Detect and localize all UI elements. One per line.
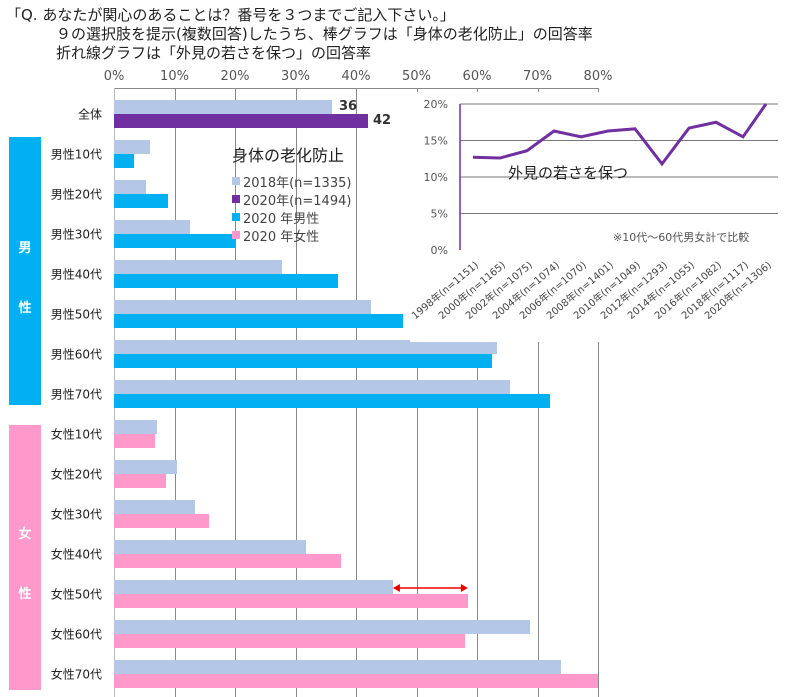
bar-女性50代-0 [114, 580, 393, 594]
bar-男性20代-0 [114, 180, 147, 194]
y-tick-label: 20% [424, 98, 448, 111]
x-tick-label: 60% [462, 69, 492, 84]
line-chart-note: ※10代～60代男女計で比較 [613, 231, 750, 244]
bar-男性20代-2 [114, 194, 168, 208]
bar-女性70代-3 [114, 674, 598, 688]
x-tick-label: 50% [402, 69, 431, 84]
legend-swatch [232, 231, 240, 239]
bar-chart-title: 身体の老化防止 [232, 146, 345, 165]
category-label: 男性10代 [50, 147, 102, 162]
bar-女性40代-0 [114, 540, 306, 554]
category-label: 女性20代 [50, 467, 102, 482]
female-band-label: 女 [18, 527, 32, 542]
legend-item: 2018年(n=1335) [232, 172, 352, 191]
category-label: 女性10代 [50, 427, 102, 442]
bar-女性30代-0 [114, 500, 196, 514]
male-group-band: 男 性 [9, 137, 41, 405]
bar-女性60代-3 [114, 634, 465, 648]
x-tick-label: 30% [281, 69, 310, 84]
category-label: 男性20代 [50, 187, 102, 202]
x-tick-label: 40% [341, 69, 371, 84]
x-tick-label: 10% [160, 69, 189, 84]
bar-全体-0 [114, 100, 332, 114]
x-tick-label: 0% [103, 69, 125, 84]
category-label: 男性70代 [50, 387, 102, 402]
line-chart-svg: 0%5%10%15%20%1998年(n=1151)2000年(n=1165)2… [409, 98, 778, 322]
bar-男性10代-2 [114, 154, 134, 168]
y-tick-label: 10% [424, 171, 448, 184]
line-series [472, 103, 768, 167]
category-label: 女性70代 [50, 667, 102, 682]
legend-swatch [232, 177, 240, 185]
legend: 身体の老化防止 2018年(n=1335) 2020年(n=1494) 2020… [232, 142, 352, 245]
bar-男性30代-0 [114, 220, 191, 234]
bar-女性20代-0 [114, 460, 177, 474]
bar-男性30代-2 [114, 234, 235, 248]
bar-女性10代-3 [114, 434, 156, 448]
legend-label: 2020 年男性 [243, 211, 320, 227]
bar-男性60代-0 [114, 340, 497, 354]
female-band-label: 性 [18, 587, 32, 602]
bar-男性60代-2 [114, 354, 493, 368]
bar-男性70代-0 [114, 380, 511, 394]
bar-男性40代-0 [114, 260, 283, 274]
bar-男性40代-2 [114, 274, 338, 288]
bar-男性50代-2 [114, 314, 404, 328]
legend-item: 2020年(n=1494) [232, 190, 352, 209]
gridline [537, 88, 539, 697]
category-label: 男性40代 [50, 267, 102, 282]
x-tick-label: 20% [220, 69, 250, 84]
y-tick-label: 15% [424, 135, 448, 148]
bar-女性60代-0 [114, 620, 531, 634]
line-chart-title: 外見の若さを保つ [508, 164, 629, 182]
category-label: 女性40代 [50, 547, 102, 562]
line-chart-inset: 0% 5% 10% 15% 20% 1998年(n=1151) 2000年(n=1165) 2… [409, 92, 787, 342]
bar-男性70代-2 [114, 394, 551, 408]
category-label: 男性60代 [50, 347, 102, 362]
bar-女性30代-3 [114, 514, 209, 528]
category-label: 男性50代 [50, 307, 102, 322]
legend-label: 2020 年女性 [243, 229, 320, 245]
subtitle-1: ９の選択肢を提示(複数回答)したうち、棒グラフは「身体の老化防止」の回答率 [56, 25, 593, 43]
bar-女性10代-0 [114, 420, 157, 434]
bar-男性50代-0 [114, 300, 372, 314]
gridline [598, 88, 599, 697]
male-band-label: 性 [18, 301, 32, 316]
data-label: 42 [373, 113, 392, 128]
category-label: 男性30代 [50, 227, 102, 242]
legend-label: 2020年(n=1494) [243, 193, 352, 209]
bar-女性20代-3 [114, 474, 167, 488]
category-label: 女性30代 [50, 507, 102, 522]
bar-女性50代-3 [114, 594, 468, 608]
category-label: 女性60代 [50, 627, 102, 642]
y-tick-label: 5% [431, 208, 448, 221]
legend-swatch [232, 195, 240, 203]
female-group-band: 女 性 [9, 425, 41, 690]
legend-label: 2018年(n=1335) [243, 175, 352, 191]
legend-swatch [232, 213, 240, 221]
x-tick-label: 70% [523, 69, 552, 84]
bar-男性10代-0 [114, 140, 151, 154]
question-title: 「Q. あなたが関心のあることは？番号を３つまでご記入下さい。」 [6, 6, 455, 24]
data-label: 36 [339, 99, 358, 114]
category-label: 女性50代 [50, 587, 102, 602]
bar-女性40代-3 [114, 554, 341, 568]
subtitle-2: 折れ線グラフは「外見の若さを保つ」の回答率 [56, 44, 372, 62]
legend-item: 2020 年男性 [232, 208, 351, 227]
male-band-label: 男 [18, 241, 32, 256]
y-tick-label: 0% [431, 244, 448, 257]
x-tick-label: 80% [583, 69, 613, 84]
legend-item: 2020 年女性 [232, 226, 351, 245]
bar-全体-1 [114, 114, 369, 128]
bar-女性70代-0 [114, 660, 562, 674]
category-label: 全体 [77, 107, 102, 122]
